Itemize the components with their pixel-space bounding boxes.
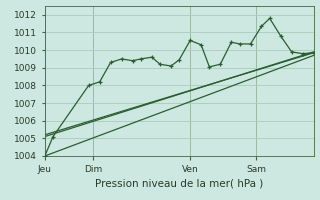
X-axis label: Pression niveau de la mer( hPa ): Pression niveau de la mer( hPa ): [95, 178, 263, 188]
